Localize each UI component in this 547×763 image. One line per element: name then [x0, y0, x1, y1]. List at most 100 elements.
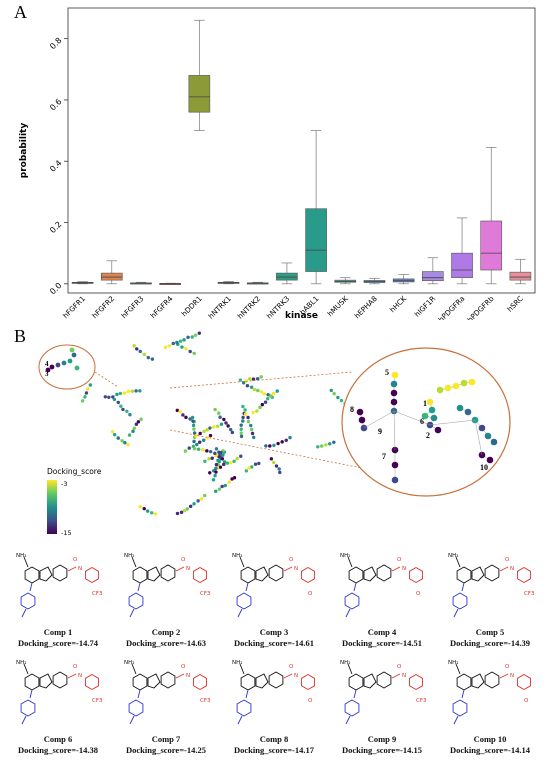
tree-node: [239, 431, 243, 435]
tree-node: [179, 510, 184, 515]
bond: [455, 556, 461, 568]
ring: [409, 566, 423, 584]
ring: [268, 564, 284, 582]
tree-node: [255, 409, 259, 413]
box-body: [188, 75, 211, 113]
compound-card: NH₂ O N O Comp 3 Docking_score=-14.61: [222, 545, 326, 650]
inset-connector: [94, 371, 119, 388]
tree-node: [126, 442, 130, 447]
tree-node: [134, 389, 138, 393]
atom-label: O: [505, 557, 510, 563]
inset-label: 4: [45, 360, 49, 368]
tree-node: [238, 378, 243, 382]
compound-structure: NH₂ ON CF3: [16, 660, 103, 725]
inset-node: [391, 476, 399, 484]
box-hFGFR3: [130, 281, 152, 285]
inset-node: [430, 414, 438, 422]
inset-node: [67, 358, 73, 364]
molecular-tree-map: 4 3 5 1 8 9 62 7 10 Docking_score -3 -15: [38, 331, 511, 537]
ring: [39, 673, 53, 689]
compound-name: Comp 9: [367, 734, 397, 744]
docking-score: Docking_score=-14.38: [18, 745, 98, 755]
inset-node: [484, 432, 492, 440]
tree-node: [250, 431, 255, 436]
atom-label: O: [73, 664, 78, 670]
atom-label: O: [289, 557, 294, 563]
tree-node: [223, 483, 227, 488]
substituent-label: O: [524, 698, 529, 704]
compound-name: Comp 1: [43, 627, 73, 637]
x-tick-label: hFGFR4: [148, 294, 174, 320]
tree-node: [256, 388, 260, 393]
tree-node: [118, 391, 123, 396]
bond: [345, 608, 351, 618]
tree-node: [332, 391, 336, 396]
substituent-label: O: [416, 591, 421, 597]
substituent-label: CF3: [200, 698, 211, 704]
atom-label: N: [78, 673, 82, 679]
compound-structure: NH₂ ON CF3: [340, 660, 427, 725]
tree-node: [203, 493, 207, 498]
tree-node: [277, 467, 281, 471]
box-hFGFR4: [159, 282, 181, 286]
ring: [471, 566, 485, 582]
tree-node: [249, 423, 253, 428]
tree-node: [182, 508, 187, 513]
tree-node: [138, 389, 142, 393]
inset-label: 7: [382, 452, 386, 461]
compound-card: NH₂ O N CF3 Comp 2 Docking_score=-14.63: [114, 545, 218, 650]
ring: [344, 592, 360, 610]
tree-node: [116, 436, 120, 440]
ring: [301, 566, 315, 584]
compound-card: NH₂ O N CF3 Comp 9 Docking_score=-14.15: [330, 652, 434, 757]
tree-node: [142, 506, 146, 511]
tree-node: [84, 391, 89, 395]
box-body: [480, 220, 503, 271]
inset-node: [49, 364, 55, 370]
tree-node: [339, 398, 344, 403]
box-hHCK: [392, 274, 415, 285]
tree-node: [239, 423, 243, 427]
bond: [237, 715, 243, 725]
inset-label: 5: [385, 368, 389, 377]
tree-node: [226, 424, 230, 428]
ring: [517, 673, 531, 691]
ring: [376, 671, 392, 689]
box-body: [276, 272, 298, 281]
tree-node: [260, 402, 265, 407]
substituent-label: CF3: [416, 698, 427, 704]
tree-edge: [474, 419, 483, 456]
bond: [237, 608, 243, 618]
colorbar-min-label: -15: [61, 529, 72, 537]
docking-score: Docking_score=-14.61: [234, 638, 314, 648]
substituent-label: O: [308, 591, 313, 597]
tree-node: [262, 392, 266, 396]
inset-node: [456, 404, 464, 412]
x-tick-label: hMUSK: [325, 294, 349, 318]
tree-node: [192, 427, 196, 431]
tree-node: [153, 512, 158, 516]
substituent-label: CF3: [92, 698, 103, 704]
bond: [29, 582, 33, 592]
atom-label: N: [294, 673, 298, 679]
tree-node: [220, 457, 225, 461]
tree-node: [178, 339, 183, 343]
tree-node: [88, 383, 93, 387]
tree-node: [175, 340, 179, 345]
tree-node: [85, 387, 90, 391]
y-tick-label: 0.2: [48, 220, 63, 235]
tree-node: [163, 345, 168, 350]
inset-large-circle: [341, 347, 511, 497]
inset-label: 8: [350, 405, 354, 414]
colorbar-gradient: [47, 480, 57, 534]
ring: [456, 673, 472, 691]
inset-node: [478, 424, 486, 432]
tree-node: [188, 349, 192, 354]
tree-node: [241, 415, 245, 420]
compound-name: Comp 3: [259, 627, 289, 637]
substituent-label: CF3: [200, 591, 211, 597]
compound-name: Comp 8: [259, 734, 289, 744]
inset-node: [434, 426, 442, 434]
